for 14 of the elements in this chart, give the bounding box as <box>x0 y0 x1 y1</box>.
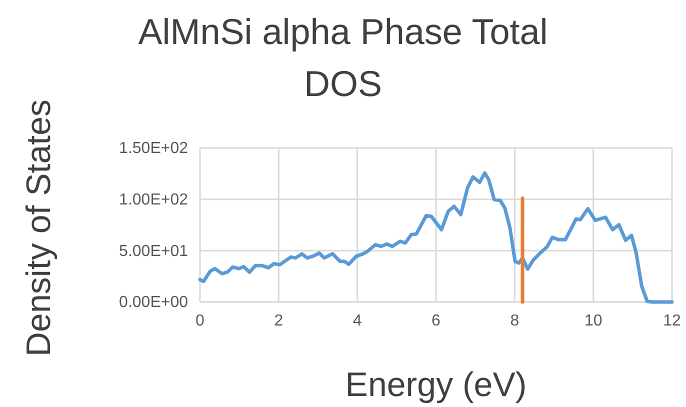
x-axis-title: Energy (eV) <box>345 366 527 404</box>
x-tick-label: 8 <box>510 312 520 330</box>
chart-title: AlMnSi alpha Phase Total DOS <box>138 11 548 104</box>
x-tick-label: 6 <box>432 312 441 330</box>
y-axis-title: Density of States <box>20 99 58 357</box>
y-tick-label: 5.00E+01 <box>119 242 188 260</box>
x-tick-label: 4 <box>352 312 362 330</box>
y-tick-label: 0.00E+00 <box>119 294 188 312</box>
y-tick-label: 1.50E+02 <box>119 140 188 158</box>
x-tick-label: 10 <box>584 312 602 330</box>
y-tick-label: 1.00E+02 <box>119 191 188 208</box>
x-tick-label: 2 <box>274 312 284 330</box>
x-tick-label: 0 <box>196 312 205 330</box>
x-tick-label: 12 <box>663 312 681 330</box>
